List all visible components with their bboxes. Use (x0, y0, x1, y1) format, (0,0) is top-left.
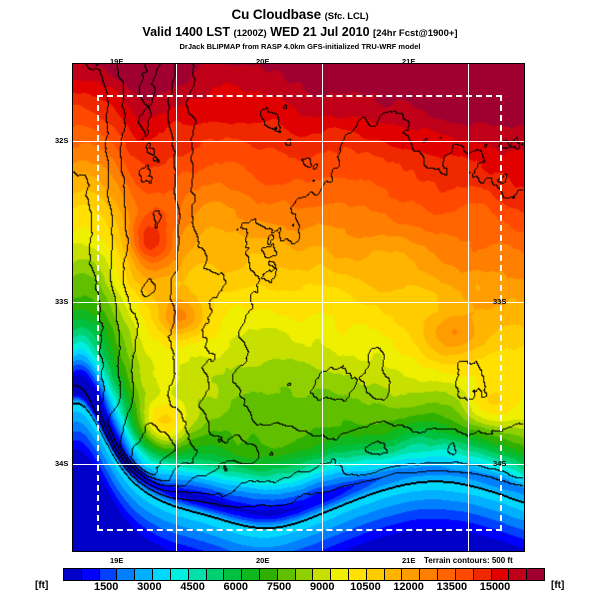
title-parenthetical: (Sfc. LCL) (324, 11, 369, 22)
axis-label-lon-top-1: 20E (256, 57, 270, 66)
colorbar-tick-labels: 1500 3000 4500 6000 7500 9000 10500 12000 13500 1… (63, 581, 545, 597)
colorbar-swatch-16 (349, 569, 367, 580)
valid-forecast-tag: [24hr Fcst@1900+] (373, 28, 458, 39)
colorbar-tick-4500: 4500 (180, 581, 205, 593)
colorbar-swatch-1 (81, 569, 100, 580)
valid-date: WED 21 Jul 2010 (270, 25, 370, 39)
colorbar-swatch-0 (64, 569, 82, 580)
axis-label-lon-bottom-1: 20E (256, 556, 270, 565)
colorbar-swatch-6 (170, 569, 189, 580)
axis-label-lon-top-2: 21E (402, 57, 416, 66)
axis-label-lat-right-1: 34S (493, 459, 507, 468)
axis-label-lon-bottom-2: 21E (402, 556, 416, 565)
colorbar-swatch-8 (206, 569, 225, 580)
colorbar-swatch-18 (384, 569, 403, 580)
valid-time-line: Valid 1400 LST (1200Z) WED 21 Jul 2010 [… (0, 25, 600, 41)
colorbar-tick-6000: 6000 (223, 581, 249, 593)
page-title: Cu Cloudbase (Sfc. LCL) (0, 7, 600, 24)
colorbar-swatch-22 (455, 569, 474, 580)
colorbar-swatch-7 (188, 569, 207, 580)
axis-label-lat-right-0: 33S (493, 297, 507, 306)
map-plot-area (72, 63, 525, 552)
valid-prefix: Valid 1400 LST (142, 25, 230, 39)
colorbar-swatch-15 (331, 569, 349, 580)
colorbar-tick-10500: 10500 (350, 581, 381, 593)
model-attribution: DrJack BLIPMAP from RASP 4.0km GFS-initi… (179, 42, 421, 51)
colorbar-swatch-17 (366, 569, 385, 580)
colorbar-swatch-10 (242, 569, 260, 580)
terrain-contour-note: Terrain contours: 500 ft (424, 556, 513, 565)
colorbar-swatch-2 (99, 569, 118, 580)
colorbar-swatch-13 (295, 569, 314, 580)
colorbar-swatch-14 (313, 569, 332, 580)
colorbar: [ft] [ft] 1500 3000 4500 6000 7500 9000 10500 1… (0, 567, 600, 600)
colorbar-swatches (63, 568, 545, 581)
title-text: Cu Cloudbase (231, 7, 322, 22)
colorbar-tick-9000: 9000 (309, 581, 335, 593)
colorbar-swatch-21 (438, 569, 456, 580)
axis-label-lat-left-2: 34S (55, 459, 69, 468)
colorbar-tick-3000: 3000 (137, 581, 162, 593)
colorbar-swatch-25 (509, 569, 528, 580)
colorbar-swatch-5 (153, 569, 171, 580)
axis-label-lat-left-1: 33S (55, 297, 69, 306)
colorbar-swatch-19 (402, 569, 421, 580)
valid-utc: (1200Z) (233, 28, 267, 39)
colorbar-tick-1500: 1500 (93, 581, 119, 593)
colorbar-tick-13500: 13500 (436, 581, 468, 593)
colorbar-unit-left: [ft] (35, 580, 49, 591)
colorbar-swatch-9 (224, 569, 243, 580)
colorbar-swatch-24 (491, 569, 510, 580)
colorbar-swatch-23 (473, 569, 492, 580)
colorbar-swatch-4 (135, 569, 154, 580)
colorbar-swatch-20 (420, 569, 439, 580)
colorbar-unit-right: [ft] (551, 580, 565, 591)
colorbar-tick-12000: 12000 (393, 581, 424, 593)
colorbar-tick-15000: 15000 (479, 581, 511, 593)
colorbar-tick-7500: 7500 (266, 581, 292, 593)
colorbar-swatch-26 (527, 569, 544, 580)
page-header: Cu Cloudbase (Sfc. LCL) Valid 1400 LST (… (0, 0, 600, 52)
colorbar-swatch-12 (277, 569, 296, 580)
axis-label-lon-top-0: 19E (110, 57, 124, 66)
colorbar-swatch-11 (259, 569, 278, 580)
axis-label-lon-bottom-0: 19E (110, 556, 124, 565)
axis-label-lat-left-0: 32S (55, 136, 69, 145)
colorbar-swatch-3 (117, 569, 136, 580)
cloudbase-field-canvas (73, 64, 524, 551)
